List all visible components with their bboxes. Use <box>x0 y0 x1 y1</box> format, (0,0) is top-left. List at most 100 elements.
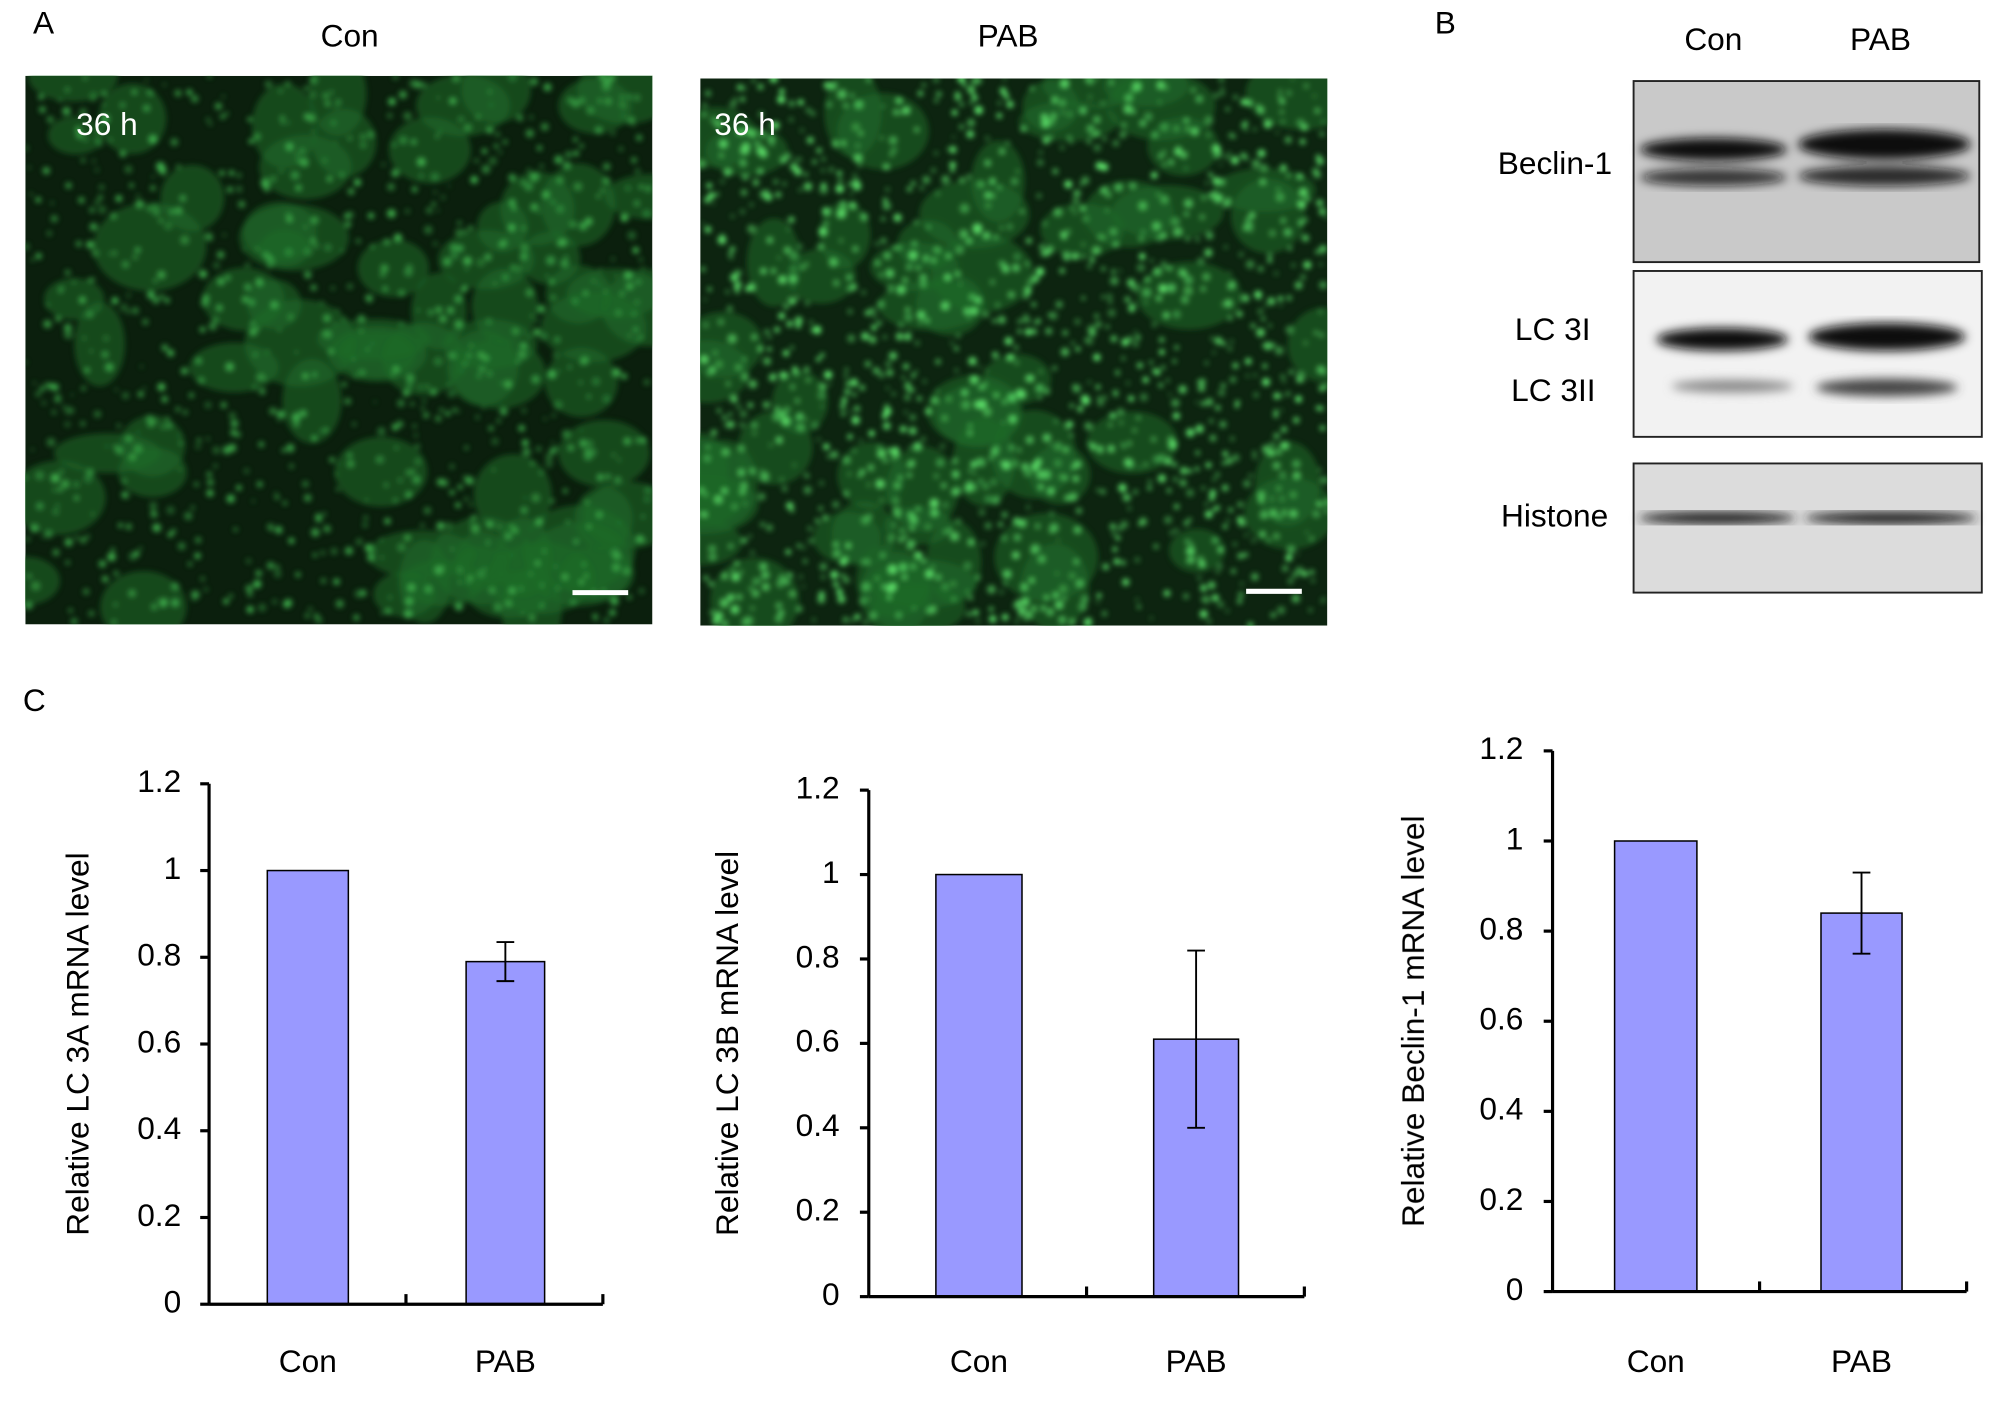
spot <box>1217 546 1224 553</box>
spot <box>347 187 355 195</box>
spot <box>1225 155 1229 160</box>
spot <box>1015 619 1019 623</box>
spot <box>402 389 410 397</box>
spot <box>1073 210 1077 215</box>
spot <box>977 180 984 188</box>
spot <box>936 458 945 467</box>
spot <box>1276 514 1282 520</box>
x-tick-label: PAB <box>475 1343 536 1379</box>
spot <box>1044 253 1049 257</box>
spot <box>333 322 337 326</box>
spot <box>166 506 175 515</box>
spot <box>249 138 253 142</box>
spot <box>75 240 83 247</box>
spot <box>885 187 890 192</box>
spot <box>781 417 790 426</box>
spot <box>1241 123 1247 129</box>
spot <box>892 523 896 527</box>
spot <box>439 315 447 323</box>
spot <box>543 417 547 421</box>
spot <box>1299 201 1307 209</box>
spot <box>721 488 728 494</box>
spot <box>1118 269 1122 273</box>
spot <box>247 591 253 597</box>
spot <box>1051 96 1058 104</box>
spot <box>885 269 894 278</box>
spot <box>967 430 973 436</box>
spot <box>1118 483 1127 493</box>
spot <box>1167 283 1176 293</box>
y-tick-label: 0.8 <box>796 938 840 974</box>
spot <box>47 382 55 390</box>
spot <box>1147 485 1152 491</box>
spot <box>1303 260 1312 270</box>
spot <box>889 152 894 156</box>
spot <box>1227 346 1233 352</box>
spot <box>399 136 408 145</box>
spot <box>822 514 828 520</box>
spot <box>230 419 239 428</box>
spot <box>1124 458 1132 467</box>
spot <box>874 576 880 581</box>
spot <box>803 417 807 421</box>
spot <box>719 598 729 608</box>
spot <box>956 334 961 338</box>
spot <box>635 336 640 341</box>
spot <box>1099 234 1106 241</box>
spot <box>880 237 887 244</box>
spot <box>25 536 31 542</box>
spot <box>101 351 109 358</box>
spot <box>1035 458 1042 465</box>
spot <box>446 306 455 314</box>
spot <box>364 543 373 553</box>
spot <box>1142 288 1151 297</box>
spot <box>448 184 451 188</box>
spot <box>1061 110 1065 115</box>
spot <box>70 393 74 397</box>
spot <box>623 567 631 575</box>
spot <box>1212 506 1218 512</box>
spot <box>150 603 158 611</box>
spot <box>967 423 973 428</box>
spot <box>86 240 95 249</box>
spot <box>607 75 616 82</box>
spot <box>436 209 440 212</box>
cell <box>915 274 985 336</box>
spot <box>1243 225 1249 231</box>
spot <box>73 481 80 488</box>
spot <box>520 506 528 514</box>
spot <box>892 245 897 250</box>
spot <box>919 321 922 325</box>
spot <box>295 571 301 578</box>
spot <box>1110 228 1117 236</box>
spot <box>1031 328 1038 335</box>
spot <box>1288 369 1294 375</box>
spot <box>528 571 533 577</box>
spot <box>550 200 555 205</box>
spot <box>909 250 918 259</box>
spot <box>278 328 281 332</box>
spot <box>360 141 367 149</box>
spot <box>85 534 90 539</box>
spot <box>1257 106 1264 114</box>
spot <box>857 164 862 168</box>
spot <box>883 164 890 171</box>
spot <box>78 196 85 204</box>
spot <box>884 252 891 259</box>
spot <box>337 462 340 466</box>
spot <box>449 489 455 496</box>
spot <box>1073 475 1079 482</box>
spot <box>741 173 749 181</box>
spot <box>528 614 536 622</box>
y-tick-label: 1.2 <box>796 769 840 805</box>
spot <box>1208 192 1213 197</box>
spot <box>713 351 718 355</box>
spot <box>1217 563 1223 570</box>
spot <box>326 176 333 182</box>
spot <box>1219 163 1223 166</box>
spot <box>152 296 160 304</box>
spot <box>971 94 979 102</box>
spot <box>715 360 723 368</box>
spot <box>226 494 235 503</box>
spot <box>1253 373 1257 377</box>
